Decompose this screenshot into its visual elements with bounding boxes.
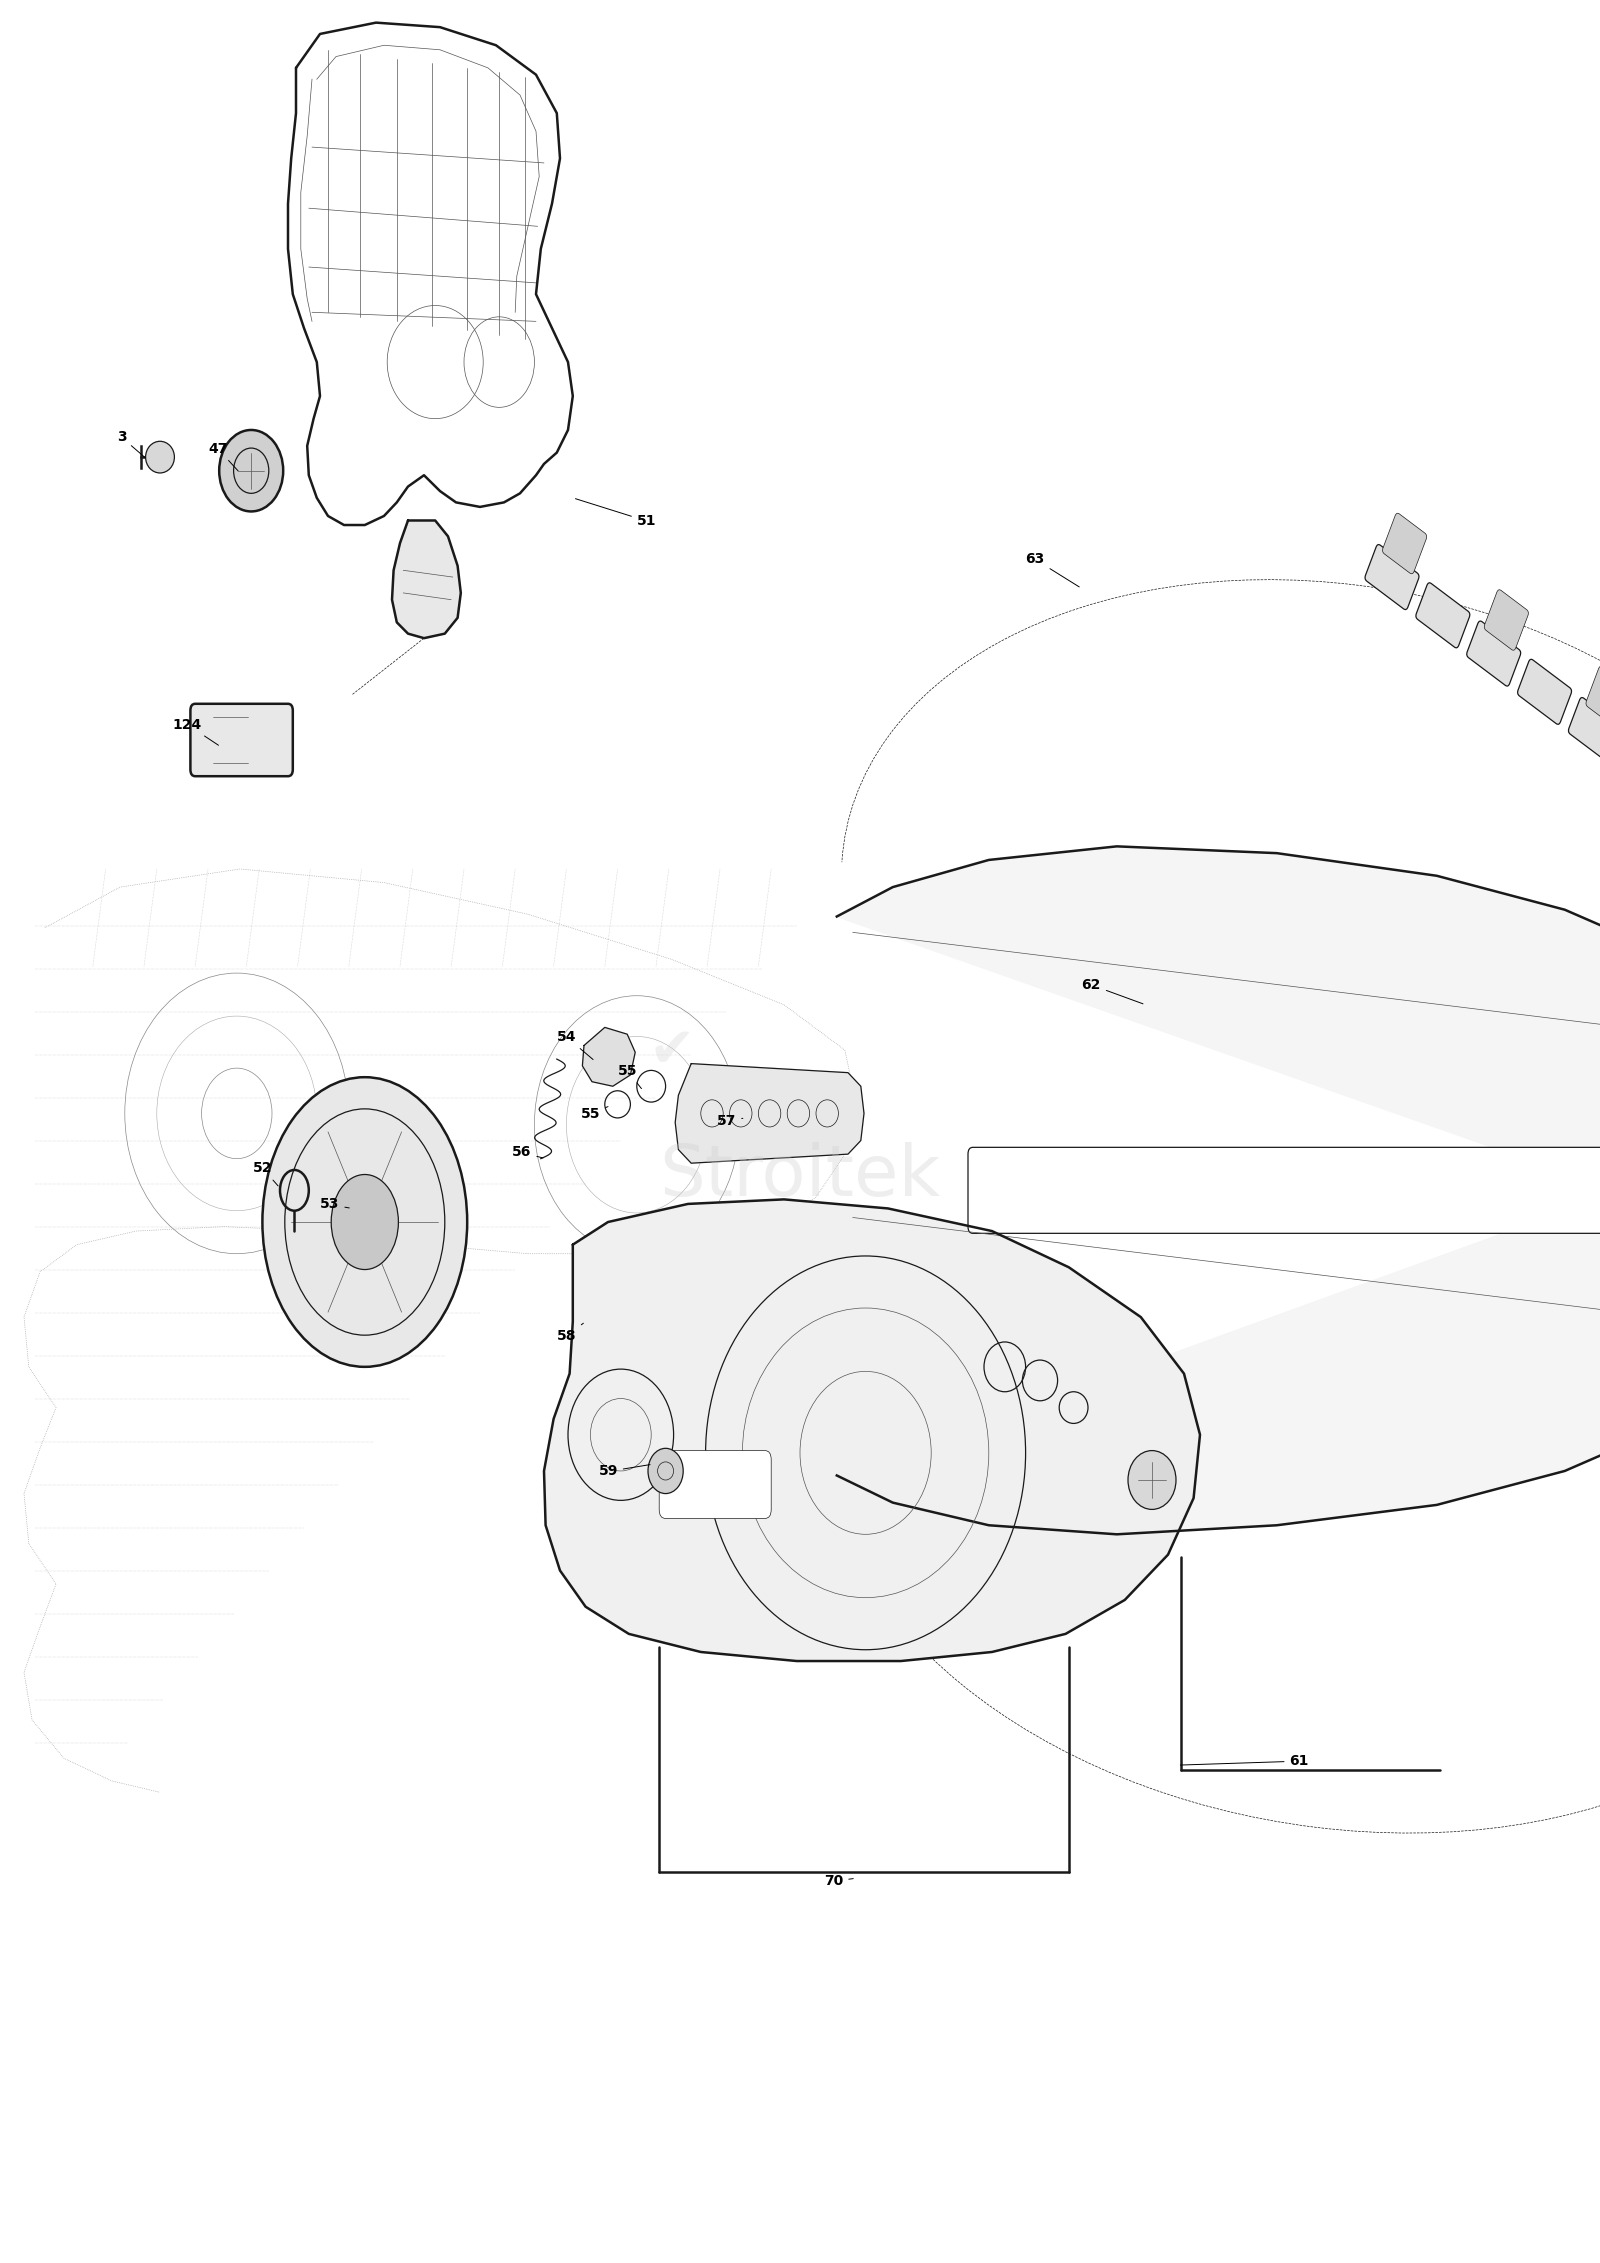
Text: Stroitek: Stroitek bbox=[659, 1143, 941, 1211]
Polygon shape bbox=[837, 846, 1600, 1534]
FancyBboxPatch shape bbox=[1518, 659, 1571, 724]
Text: 52: 52 bbox=[253, 1161, 278, 1186]
Polygon shape bbox=[544, 1199, 1200, 1661]
Polygon shape bbox=[392, 520, 461, 638]
Ellipse shape bbox=[219, 430, 283, 511]
Ellipse shape bbox=[648, 1448, 683, 1494]
Text: 59: 59 bbox=[598, 1464, 650, 1478]
FancyBboxPatch shape bbox=[190, 704, 293, 776]
Polygon shape bbox=[24, 869, 856, 1792]
Text: 47: 47 bbox=[208, 441, 238, 471]
FancyBboxPatch shape bbox=[1485, 591, 1528, 649]
Text: ✔: ✔ bbox=[648, 1025, 696, 1079]
FancyBboxPatch shape bbox=[1467, 620, 1520, 686]
Text: 62: 62 bbox=[1082, 978, 1142, 1005]
Text: 63: 63 bbox=[1026, 552, 1080, 586]
Text: 61: 61 bbox=[1181, 1754, 1309, 1767]
FancyBboxPatch shape bbox=[1568, 697, 1600, 763]
Polygon shape bbox=[582, 1027, 635, 1086]
Text: 54: 54 bbox=[557, 1030, 594, 1059]
Ellipse shape bbox=[331, 1174, 398, 1270]
Polygon shape bbox=[288, 23, 573, 525]
Text: 56: 56 bbox=[512, 1145, 542, 1159]
Text: 58: 58 bbox=[557, 1324, 584, 1342]
Text: 51: 51 bbox=[576, 498, 656, 527]
Ellipse shape bbox=[262, 1077, 467, 1367]
Text: 55: 55 bbox=[618, 1064, 642, 1089]
FancyBboxPatch shape bbox=[1365, 545, 1419, 609]
FancyBboxPatch shape bbox=[1586, 665, 1600, 726]
Ellipse shape bbox=[1128, 1451, 1176, 1509]
Polygon shape bbox=[675, 1064, 864, 1163]
Text: 124: 124 bbox=[173, 717, 219, 745]
FancyBboxPatch shape bbox=[968, 1147, 1600, 1233]
FancyBboxPatch shape bbox=[1382, 514, 1427, 575]
FancyBboxPatch shape bbox=[659, 1451, 771, 1518]
Text: 53: 53 bbox=[320, 1197, 349, 1211]
Text: 55: 55 bbox=[581, 1107, 608, 1120]
Text: 70: 70 bbox=[824, 1874, 853, 1887]
Text: 3: 3 bbox=[117, 430, 146, 457]
FancyBboxPatch shape bbox=[1416, 584, 1470, 647]
Ellipse shape bbox=[146, 441, 174, 473]
Text: 57: 57 bbox=[717, 1113, 742, 1127]
